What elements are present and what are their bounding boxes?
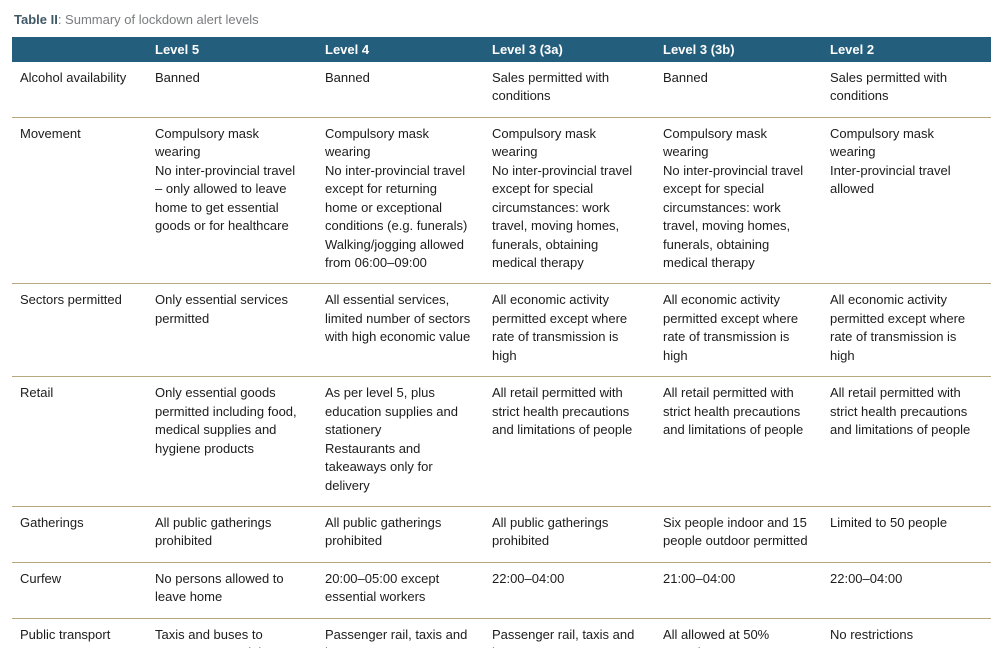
cell-gatherings-level3a: All public gatherings prohibited (484, 505, 655, 563)
row-label-retail: Retail (12, 376, 147, 507)
table-caption-number: Table II (14, 12, 58, 27)
cell-curfew-level4: 20:00–05:00 except essential workers (317, 561, 484, 619)
cell-gatherings-level5: All public gatherings prohibited (147, 505, 317, 563)
row-label-alcohol: Alcohol availability (20, 69, 127, 85)
cell-sectors-level2: All economic activity permitted except w… (822, 283, 991, 377)
header-cell-level-3b: Level 3 (3b) (655, 36, 822, 62)
cell-retail-level3a: All retail permitted with strict health … (484, 376, 655, 507)
table-row-public-transport: Public transport Taxis and buses to tran… (12, 617, 991, 648)
table-row-curfew: Curfew No persons allowed to leave home … (12, 561, 991, 619)
cell-retail-level2: All retail permitted with strict health … (822, 376, 991, 507)
table-row-sectors: Sectors permitted Only essential service… (12, 283, 991, 377)
cell-curfew-level3b: 21:00–04:00 (655, 561, 822, 619)
cell-sectors-level5: Only essential services permitted (147, 283, 317, 377)
cell-public-transport-level2: No restrictions (822, 617, 991, 648)
cell-retail-level4: As per level 5, plus education supplies … (317, 376, 484, 507)
lockdown-alert-levels-table: Level 5 Level 4 Level 3 (3a) Level 3 (3b… (12, 36, 991, 648)
cell-sectors-level4: All essential services, limited number o… (317, 283, 484, 377)
table-row-gatherings: Gatherings All public gatherings prohibi… (12, 505, 991, 563)
cell-retail-level3b: All retail permitted with strict health … (655, 376, 822, 507)
cell-movement-level5: Compulsory mask wearing No inter-provinc… (147, 116, 317, 284)
cell-alcohol-level3a: Sales permitted with conditions (492, 69, 610, 104)
cell-public-transport-level3a: Passenger rail, taxis and buses may oper… (484, 617, 655, 648)
header-cell-level-4: Level 4 (317, 36, 484, 62)
cell-curfew-level5: No persons allowed to leave home (147, 561, 317, 619)
cell-alcohol-level3b: Banned (663, 69, 708, 85)
table-row-alcohol: Alcohol availability Banned Banned Sales… (12, 62, 991, 117)
row-label-gatherings: Gatherings (12, 505, 147, 563)
cell-retail-level5: Only essential goods permitted including… (147, 376, 317, 507)
header-cell-blank (12, 36, 147, 62)
header-cell-level-2: Level 2 (822, 36, 991, 62)
table-row-retail: Retail Only essential goods permitted in… (12, 376, 991, 507)
table-body: Alcohol availability Banned Banned Sales… (12, 62, 991, 648)
row-label-public-transport: Public transport (12, 617, 147, 648)
cell-public-transport-level3b: All allowed at 50% capacity (655, 617, 822, 648)
row-label-movement: Movement (12, 116, 147, 284)
cell-curfew-level3a: 22:00–04:00 (484, 561, 655, 619)
cell-sectors-level3a: All economic activity permitted except w… (484, 283, 655, 377)
cell-gatherings-level3b: Six people indoor and 15 people outdoor … (655, 505, 822, 563)
row-label-sectors: Sectors permitted (12, 283, 147, 377)
table-caption-text: : Summary of lockdown alert levels (57, 12, 259, 27)
header-cell-level-3a: Level 3 (3a) (484, 36, 655, 62)
cell-movement-level2: Compulsory mask wearing Inter-provincial… (822, 116, 991, 284)
cell-alcohol-level5: Banned (155, 69, 200, 85)
cell-sectors-level3b: All economic activity permitted except w… (655, 283, 822, 377)
cell-curfew-level2: 22:00–04:00 (822, 561, 991, 619)
table-header: Level 5 Level 4 Level 3 (3a) Level 3 (3b… (12, 36, 991, 62)
cell-gatherings-level2: Limited to 50 people (822, 505, 991, 563)
cell-gatherings-level4: All public gatherings prohibited (317, 505, 484, 563)
cell-movement-level3b: Compulsory mask wearing No inter-provinc… (655, 116, 822, 284)
row-label-curfew: Curfew (12, 561, 147, 619)
table-row-movement: Movement Compulsory mask wearing No inte… (12, 116, 991, 284)
table-caption: Table II: Summary of lockdown alert leve… (14, 12, 991, 29)
cell-public-transport-level4: Passenger rail, taxis and buses may oper… (317, 617, 484, 648)
header-cell-level-5: Level 5 (147, 36, 317, 62)
header-row: Level 5 Level 4 Level 3 (3a) Level 3 (3b… (12, 36, 991, 62)
cell-public-transport-level5: Taxis and buses to transport essential w… (147, 617, 317, 648)
cell-movement-level4: Compulsory mask wearing No inter-provinc… (317, 116, 484, 284)
cell-movement-level3a: Compulsory mask wearing No inter-provinc… (484, 116, 655, 284)
cell-alcohol-level4: Banned (325, 69, 370, 85)
cell-alcohol-level2: Sales permitted with conditions (830, 69, 948, 104)
